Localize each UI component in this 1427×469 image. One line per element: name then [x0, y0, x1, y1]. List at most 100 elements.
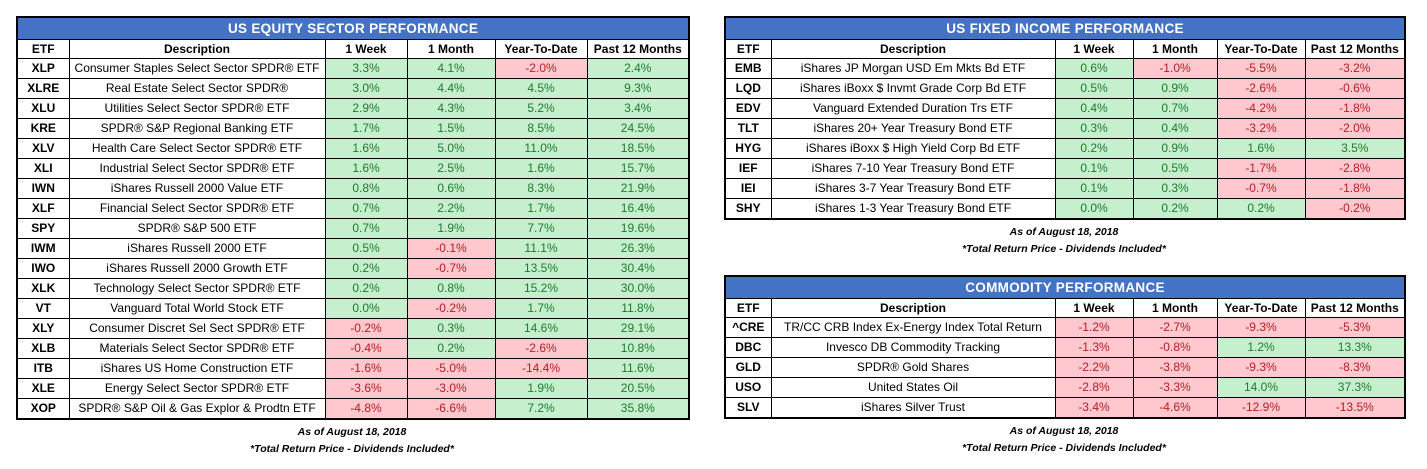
performance-value: 7.7%	[494, 218, 588, 239]
etf-ticker: IWN	[16, 178, 70, 199]
performance-value: -5.3%	[1304, 317, 1406, 338]
performance-value: 13.3%	[1304, 337, 1406, 358]
performance-value: 0.5%	[1054, 78, 1134, 99]
table-row: XLB Materials Select Sector SPDR® ETF -0.4…	[16, 338, 690, 359]
performance-value: 0.4%	[1054, 98, 1134, 119]
table-row: EDV Vanguard Extended Duration Trs ETF 0.4…	[724, 98, 1406, 119]
etf-ticker: SLV	[724, 397, 772, 419]
etf-ticker: GLD	[724, 357, 772, 378]
performance-value: 0.3%	[406, 318, 496, 339]
column-header-1-month: 1 Month	[406, 39, 496, 59]
etf-description: iShares Silver Trust	[770, 397, 1056, 419]
performance-value: 18.5%	[586, 138, 690, 159]
etf-ticker: XLRE	[16, 78, 70, 99]
performance-value: 0.3%	[1132, 178, 1218, 199]
performance-value: 19.6%	[586, 218, 690, 239]
column-header-etf: ETF	[724, 298, 772, 318]
etf-ticker: VT	[16, 298, 70, 319]
performance-dashboard: US EQUITY SECTOR PERFORMANCE ETF Descript…	[16, 16, 1407, 455]
performance-value: 3.5%	[1304, 138, 1406, 159]
performance-value: 11.6%	[586, 358, 690, 379]
performance-value: 0.2%	[1054, 138, 1134, 159]
table-row: XLE Energy Select Sector SPDR® ETF -3.6% -3…	[16, 378, 690, 399]
performance-value: 0.6%	[406, 178, 496, 199]
performance-value: 0.8%	[406, 278, 496, 299]
dividends-footnote: *Total Return Price - Dividends Included…	[962, 442, 1166, 454]
etf-ticker: LQD	[724, 78, 772, 99]
performance-value: -1.8%	[1304, 178, 1406, 199]
table-row: LQD iShares iBoxx $ Invmt Grade Corp Bd E…	[724, 78, 1406, 99]
performance-value: -3.2%	[1216, 118, 1306, 139]
performance-value: 0.2%	[1132, 198, 1218, 220]
performance-value: 0.7%	[1132, 98, 1218, 119]
performance-value: -3.8%	[1132, 357, 1218, 378]
column-header-past-12-months: Past 12 Months	[1304, 298, 1406, 318]
performance-value: -5.5%	[1216, 58, 1306, 79]
etf-description: Financial Select Sector SPDR® ETF	[68, 198, 326, 219]
performance-value: -2.8%	[1054, 377, 1134, 398]
column-header-past-12-months: Past 12 Months	[586, 39, 690, 59]
title-row: US FIXED INCOME PERFORMANCE	[724, 16, 1406, 40]
column-header-1-week: 1 Week	[324, 39, 408, 59]
performance-value: -3.3%	[1132, 377, 1218, 398]
column-header-year-to-date: Year-To-Date	[494, 39, 588, 59]
etf-ticker: XOP	[16, 398, 70, 420]
etf-description: Industrial Select Sector SPDR® ETF	[68, 158, 326, 179]
table-row: ^CRE TR/CC CRB Index Ex-Energy Index Tota…	[724, 317, 1406, 338]
equity-section: US EQUITY SECTOR PERFORMANCE ETF Descript…	[16, 16, 691, 455]
table-row: TLT iShares 20+ Year Treasury Bond ETF 0.3…	[724, 118, 1406, 139]
column-header-1-month: 1 Month	[1132, 298, 1218, 318]
performance-value: -2.8%	[1304, 158, 1406, 179]
performance-value: 8.3%	[494, 178, 588, 199]
etf-description: SPDR® S&P Regional Banking ETF	[68, 118, 326, 139]
etf-ticker: XLY	[16, 318, 70, 339]
table-title: US FIXED INCOME PERFORMANCE	[724, 16, 1406, 40]
table-row: SLV iShares Silver Trust -3.4% -4.6% -12.9% -…	[724, 397, 1406, 419]
table-row: DBC Invesco DB Commodity Tracking -1.3% -0.…	[724, 337, 1406, 358]
table-header-row: ETF Description 1 Week 1 Month Year-To-Date P…	[724, 39, 1406, 59]
etf-description: TR/CC CRB Index Ex-Energy Index Total Re…	[770, 317, 1056, 338]
performance-value: 4.1%	[406, 58, 496, 79]
performance-value: 0.5%	[324, 238, 408, 259]
etf-description: iShares Russell 2000 Growth ETF	[68, 258, 326, 279]
table-header-row: ETF Description 1 Week 1 Month Year-To-Date P…	[16, 39, 690, 59]
performance-value: 1.6%	[324, 138, 408, 159]
performance-value: -4.2%	[1216, 98, 1306, 119]
etf-description: Materials Select Sector SPDR® ETF	[68, 338, 326, 359]
column-header-etf: ETF	[16, 39, 70, 59]
etf-ticker: ^CRE	[724, 317, 772, 338]
performance-value: 13.5%	[494, 258, 588, 279]
column-header-etf: ETF	[724, 39, 772, 59]
etf-description: SPDR® S&P 500 ETF	[68, 218, 326, 239]
performance-value: -9.3%	[1216, 357, 1306, 378]
etf-ticker: SPY	[16, 218, 70, 239]
performance-value: 0.3%	[1054, 118, 1134, 139]
performance-value: 3.4%	[586, 98, 690, 119]
table-row: XLY Consumer Discret Sel Sect SPDR® ETF -0…	[16, 318, 690, 339]
etf-description: Consumer Staples Select Sector SPDR® ETF	[68, 58, 326, 79]
performance-value: 1.6%	[494, 158, 588, 179]
performance-value: -0.7%	[406, 258, 496, 279]
etf-description: iShares JP Morgan USD Em Mkts Bd ETF	[770, 58, 1056, 79]
performance-value: -12.9%	[1216, 397, 1306, 419]
performance-value: 14.6%	[494, 318, 588, 339]
table-title: US EQUITY SECTOR PERFORMANCE	[16, 16, 690, 40]
performance-value: 15.2%	[494, 278, 588, 299]
table-row: IEF iShares 7-10 Year Treasury Bond ETF 0.…	[724, 158, 1406, 179]
table-row: XOP SPDR® S&P Oil & Gas Explor & Prodtn E…	[16, 398, 690, 420]
performance-value: 0.8%	[324, 178, 408, 199]
performance-value: 7.2%	[494, 398, 588, 420]
performance-value: 0.5%	[1132, 158, 1218, 179]
performance-value: -2.2%	[1054, 357, 1134, 378]
column-header-1-week: 1 Week	[1054, 298, 1134, 318]
as-of-date: As of August 18, 2018	[1009, 226, 1119, 238]
performance-value: -2.7%	[1132, 317, 1218, 338]
performance-value: 0.2%	[324, 258, 408, 279]
column-header-year-to-date: Year-To-Date	[1216, 298, 1306, 318]
performance-value: 14.0%	[1216, 377, 1306, 398]
performance-value: -2.6%	[1216, 78, 1306, 99]
table-row: IWM iShares Russell 2000 ETF 0.5% -0.1% 11.1…	[16, 238, 690, 259]
table-row: HYG iShares iBoxx $ High Yield Corp Bd ET…	[724, 138, 1406, 159]
column-header-description: Description	[68, 39, 326, 59]
performance-value: 1.9%	[406, 218, 496, 239]
